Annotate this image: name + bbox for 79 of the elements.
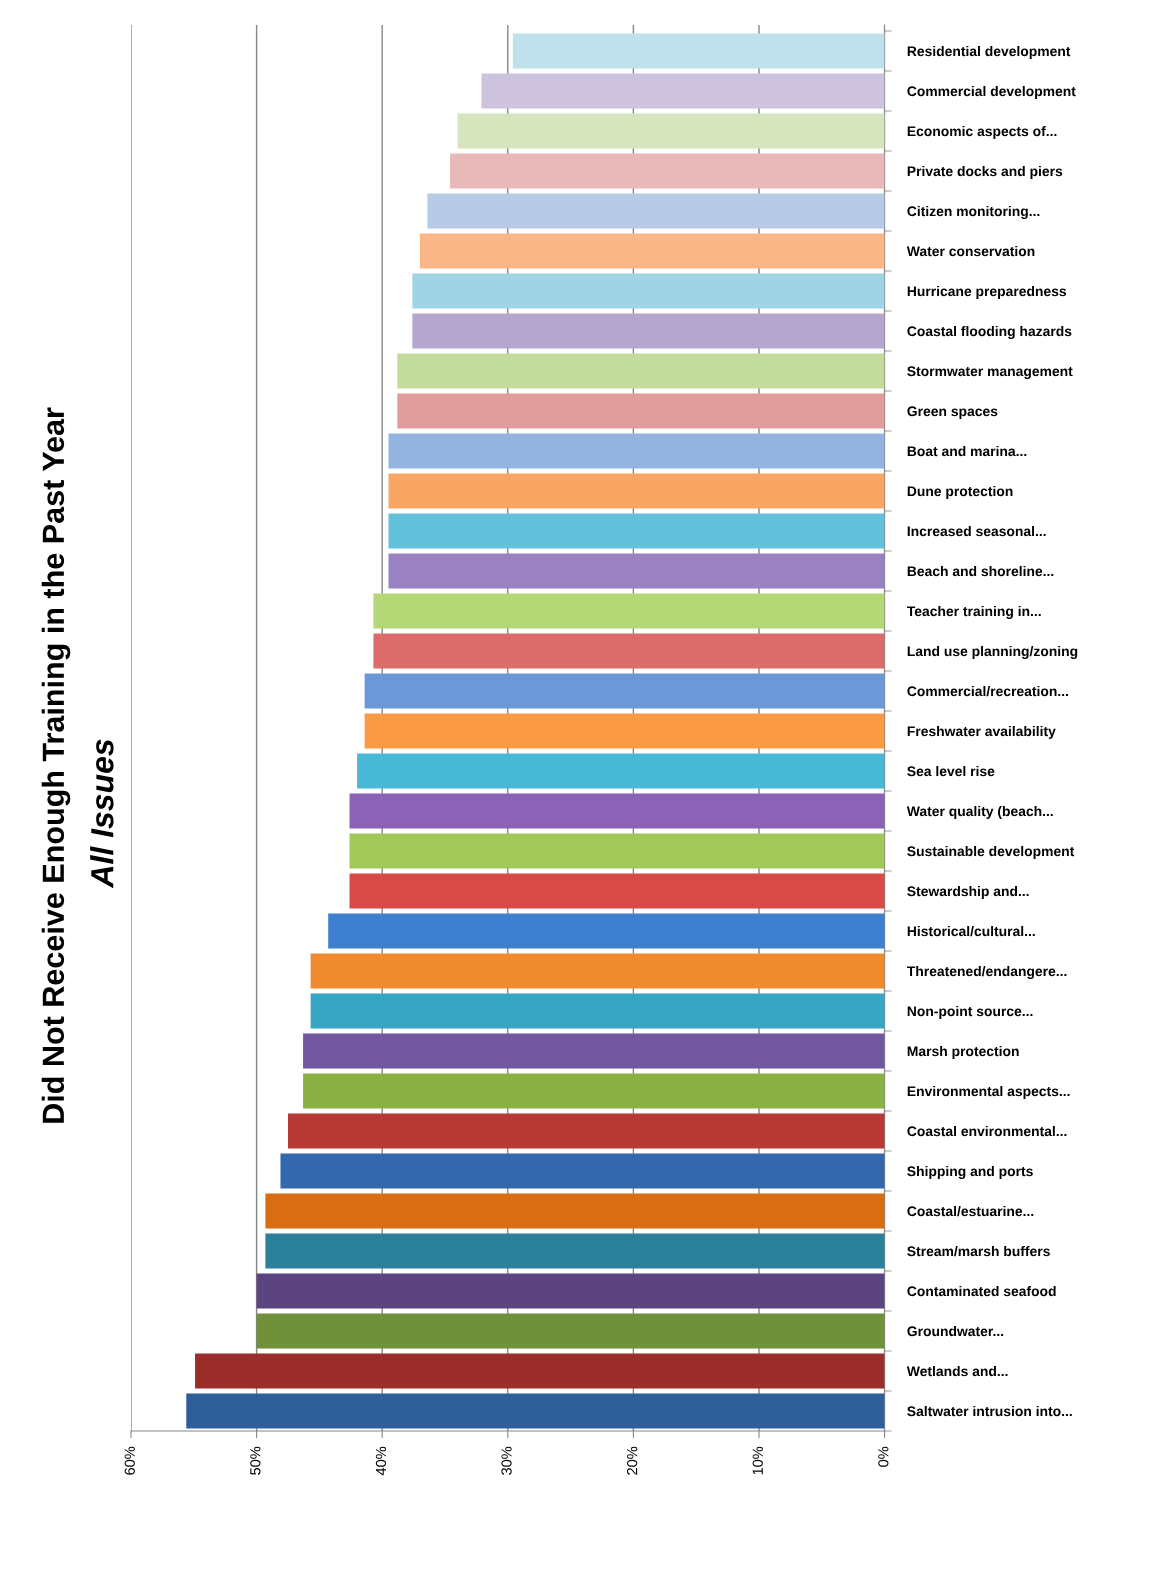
bar	[288, 1113, 885, 1149]
bar	[457, 113, 885, 149]
bar	[265, 1193, 885, 1229]
bar	[349, 873, 885, 909]
bar	[412, 313, 885, 349]
bar	[328, 913, 885, 949]
bar	[388, 513, 885, 549]
x-tick-label: 50%	[250, 1446, 261, 1475]
y-tick-label: Coastal environmental...	[907, 1125, 1067, 1137]
bar	[349, 833, 885, 869]
y-tick-label: Water quality (beach...	[906, 805, 1053, 819]
y-tick-label: Commercial/recreation...	[907, 685, 1068, 697]
y-tick-label: Private docks and piers	[907, 165, 1063, 179]
y-tick-label: Freshwater availability	[907, 725, 1056, 739]
y-tick-label: Sea level rise	[907, 765, 995, 777]
y-tick-label: Coastal flooding hazards	[907, 325, 1072, 339]
bar	[512, 33, 885, 69]
bar	[364, 673, 885, 709]
bar	[388, 553, 885, 589]
bar	[256, 1273, 885, 1309]
y-tick-label: Environmental aspects...	[907, 1085, 1070, 1099]
bar	[310, 993, 885, 1029]
y-tick-label: Green spaces	[907, 406, 998, 419]
bar	[397, 393, 885, 429]
bar	[373, 593, 885, 629]
y-tick-label: Historical/cultural...	[907, 925, 1035, 937]
bar	[310, 953, 885, 989]
y-tick-label: Saltwater intrusion into...	[907, 1405, 1072, 1417]
bar	[388, 433, 885, 469]
y-tick-label: Hurricane preparedness	[907, 285, 1067, 299]
bar	[412, 273, 885, 309]
bar	[419, 233, 885, 269]
y-tick-label: Citizen monitoring...	[907, 205, 1040, 219]
y-tick-label: Economic aspects of...	[907, 125, 1057, 139]
x-tick-label: 0%	[878, 1446, 889, 1467]
y-tick-label: Groundwater...	[907, 1325, 1004, 1337]
y-tick-label: Beach and shoreline...	[907, 565, 1054, 577]
y-tick-label: Residential development	[907, 45, 1071, 59]
y-tick-label: Threatened/endangere...	[906, 965, 1067, 979]
bar	[195, 1353, 885, 1389]
bar	[186, 1393, 885, 1429]
bar	[349, 793, 885, 829]
y-tick-label: Shipping and ports	[907, 1165, 1033, 1179]
bar	[364, 713, 885, 749]
y-tick-label: Increased seasonal...	[907, 525, 1046, 537]
x-tick-label: 20%	[626, 1446, 638, 1475]
y-tick-label: Coastal/estuarine...	[907, 1205, 1034, 1217]
bar	[280, 1153, 885, 1189]
bar	[481, 73, 885, 109]
bar	[303, 1073, 885, 1109]
y-tick-label: Marsh protection	[907, 1045, 1019, 1059]
x-tick-label: 40%	[375, 1446, 387, 1476]
bar	[357, 753, 885, 789]
y-tick-label: Stormwater management	[907, 366, 1073, 379]
y-tick-label: Stream/marsh buffers	[907, 1245, 1050, 1257]
y-tick-label: Stewardship and...	[907, 885, 1029, 899]
bar	[303, 1033, 885, 1069]
y-tick-label: Sustainable development	[907, 845, 1075, 859]
y-tick-label: Commercial development	[907, 85, 1076, 99]
y-tick-label: Dune protection	[907, 485, 1013, 499]
bar	[373, 633, 885, 669]
x-tick-label: 10%	[752, 1446, 763, 1475]
bar	[427, 193, 885, 229]
bar	[265, 1233, 885, 1269]
y-tick-label: Non-point source...	[907, 1005, 1033, 1019]
bar	[450, 153, 885, 189]
y-tick-label: Land use planning/zoning	[907, 645, 1078, 659]
y-tick-label: Teacher training in...	[906, 605, 1041, 619]
y-tick-label: Wetlands and...	[906, 1365, 1008, 1377]
y-tick-label: Boat and marina...	[907, 445, 1027, 457]
bar	[397, 353, 885, 389]
bar	[388, 473, 885, 509]
text: All Issues	[90, 739, 114, 889]
bar	[256, 1313, 885, 1349]
x-tick-label: 60%	[124, 1446, 135, 1475]
x-tick-label: 30%	[501, 1446, 512, 1475]
y-tick-label: Water conservation	[906, 245, 1035, 257]
y-tick-label: Contaminated seafood	[907, 1285, 1056, 1297]
text: Did Not Receive Enough Training in the Past Year	[41, 407, 71, 1123]
